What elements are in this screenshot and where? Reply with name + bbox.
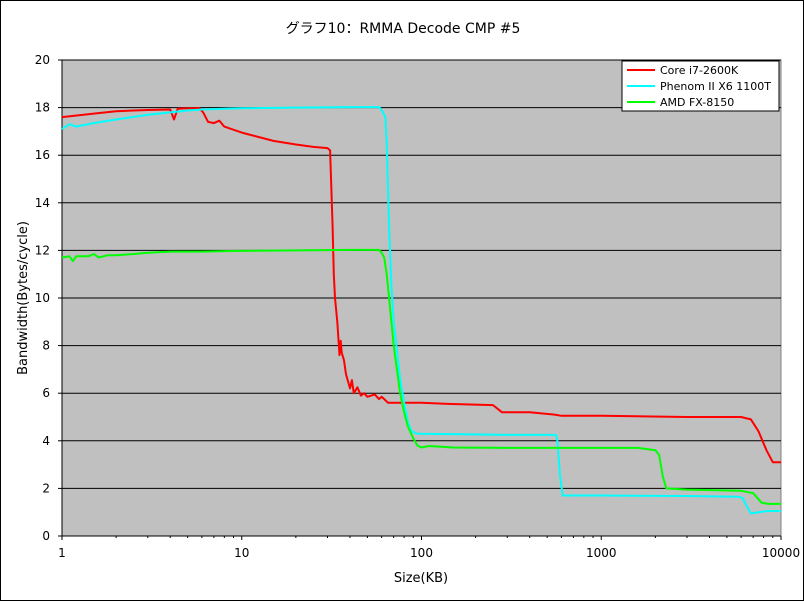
y-tick-label: 10 — [35, 291, 50, 305]
x-tick-label: 1000 — [586, 546, 617, 560]
x-axis-ticks: 1 10 100 1000 10000 — [58, 535, 800, 560]
legend-label: Core i7-2600K — [660, 64, 739, 77]
y-tick-label: 12 — [35, 243, 50, 257]
y-axis-label: Bandwidth(Bytes/cycle) — [16, 221, 31, 375]
series-line-1 — [61, 107, 781, 464]
x-tick-label: 1 — [58, 546, 66, 560]
legend-label: Phenom II X6 1100T — [660, 80, 771, 93]
x-axis-label: Size(KB) — [394, 571, 448, 586]
y-tick-label: 6 — [42, 386, 50, 400]
y-tick-label: 18 — [35, 101, 50, 115]
legend-label: AMD FX-8150 — [660, 96, 734, 109]
x-tick-label: 100 — [410, 546, 433, 560]
y-tick-label: 2 — [42, 481, 50, 495]
y-tick-label: 8 — [42, 339, 50, 353]
x-tick-label: 10 — [234, 546, 249, 560]
series-line-3 — [61, 248, 781, 505]
y-tick-label: 14 — [35, 196, 50, 210]
series-line-2 — [61, 106, 781, 515]
y-axis-ticks: 0 2 4 6 8 10 12 14 16 18 20 — [35, 53, 63, 543]
series-lines — [61, 106, 781, 515]
y-tick-label: 0 — [42, 529, 50, 543]
y-tick-label: 20 — [35, 53, 50, 67]
chart-title: グラフ10：RMMA Decode CMP #5 — [286, 21, 521, 37]
y-tick-label: 16 — [35, 148, 50, 162]
y-tick-label: 4 — [42, 434, 50, 448]
x-tick-label: 10000 — [762, 546, 800, 560]
legend: Core i7-2600K Phenom II X6 1100T AMD FX-81… — [621, 60, 780, 112]
